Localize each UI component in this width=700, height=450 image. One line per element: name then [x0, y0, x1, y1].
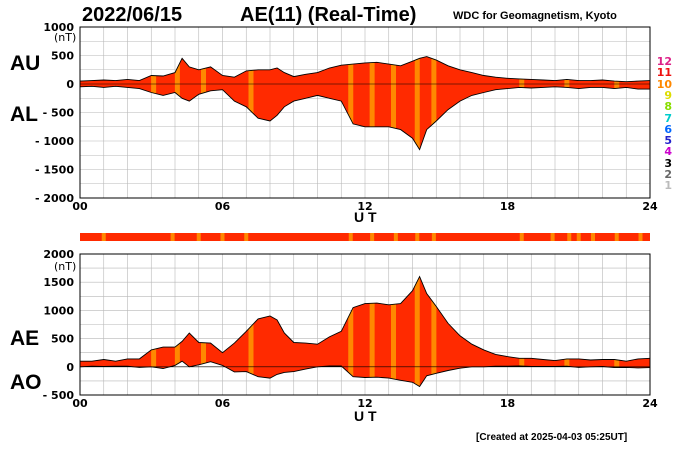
au-al-ytick: - 2000 — [35, 192, 74, 205]
ae-ao-xtick: 12 — [357, 397, 372, 410]
au-al-ytick: 500 — [51, 50, 74, 63]
ae-label: AE — [10, 327, 40, 350]
au-al-ytick: - 1000 — [35, 135, 74, 148]
legend-item-1: 1 — [664, 179, 672, 193]
coverage-tick-5 — [348, 233, 353, 241]
au-al-band-4 — [348, 56, 354, 150]
au-al-area-fill — [80, 56, 650, 150]
ae-ao-band-8 — [431, 276, 437, 387]
ae-ao-ytick: 2000 — [43, 248, 74, 261]
chart-title: AE(11) (Real-Time) — [240, 4, 417, 26]
ae-ao-ytick: 1500 — [43, 276, 74, 289]
ae-ao-ytick: 500 — [51, 333, 74, 346]
bottom-unit-label: (nT) — [54, 260, 77, 273]
coverage-tick-9 — [431, 233, 436, 241]
ae-ao-ytick: 0 — [66, 361, 74, 374]
au-al-series-AL — [79, 85, 650, 151]
au-al-series-AU — [79, 56, 651, 83]
legend-item-10: 10 — [656, 77, 672, 91]
coverage-tick-10 — [519, 233, 524, 241]
au-al-ytick: - 500 — [43, 107, 75, 120]
coverage-tick-1 — [170, 233, 175, 241]
legend-item-8: 8 — [664, 100, 672, 114]
coverage-tick-6 — [370, 233, 375, 241]
au-al-xtick: 12 — [357, 200, 372, 213]
ae-ao-series-AE — [80, 275, 651, 362]
ae-ao-band-6 — [391, 276, 396, 387]
coverage-tick-12 — [567, 233, 572, 241]
ae-ao-ytick: 1000 — [43, 304, 74, 317]
ae-ao-xtick: 18 — [500, 397, 515, 410]
top-xaxis-label: U T — [354, 209, 377, 225]
legend-item-2: 2 — [664, 168, 672, 181]
ae-ao-band-4 — [348, 276, 354, 387]
top-unit-label: (nT) — [54, 31, 77, 44]
ae-ao-area-fill — [80, 276, 650, 387]
au-al-xtick: 00 — [72, 200, 88, 213]
au-al-band-5 — [369, 56, 375, 150]
legend-item-11: 11 — [656, 66, 672, 80]
legend-item-3: 3 — [664, 156, 672, 170]
coverage-tick-7 — [393, 233, 398, 241]
coverage-tick-11 — [550, 233, 555, 241]
coverage-tick-15 — [614, 233, 619, 241]
legend-item-5: 5 — [664, 134, 672, 148]
coverage-tick-13 — [576, 233, 581, 241]
legend-item-4: 4 — [664, 145, 672, 159]
au-al-ytick: 1000 — [43, 21, 74, 34]
ae-ao-ytick: - 500 — [43, 389, 75, 402]
legend-item-7: 7 — [664, 111, 672, 125]
au-al-xtick: 24 — [642, 200, 658, 213]
chart-date: 2022/06/15 — [82, 4, 183, 26]
coverage-tick-3 — [220, 233, 225, 241]
ao-label: AO — [10, 371, 42, 394]
ae-ao-band-3 — [248, 276, 254, 387]
ae-ao-frame — [79, 253, 651, 396]
ae-ao-band-7 — [414, 276, 420, 387]
au-al-frame — [79, 26, 651, 199]
au-al-band-3 — [248, 56, 254, 150]
created-timestamp: [Created at 2025-04-03 05:25UT] — [476, 432, 628, 443]
legend-item-9: 9 — [664, 88, 672, 102]
ae-ao-xtick: 24 — [642, 397, 658, 410]
source-label: WDC for Geomagnetism, Kyoto — [453, 10, 617, 22]
au-al-band-6 — [391, 56, 396, 150]
au-al-ytick: - 1500 — [35, 164, 74, 177]
coverage-tick-16 — [638, 233, 643, 241]
coverage-tick-2 — [196, 233, 201, 241]
legend-item-12: 12 — [656, 55, 672, 68]
coverage-tick-4 — [244, 233, 249, 241]
legend-item-6: 6 — [664, 122, 672, 136]
au-label: AU — [10, 52, 41, 75]
al-label: AL — [10, 103, 38, 126]
au-al-ytick: 0 — [66, 78, 74, 91]
au-al-band-7 — [414, 56, 420, 150]
ae-ao-xtick: 06 — [215, 397, 231, 410]
au-al-xtick: 18 — [500, 200, 515, 213]
bottom-xaxis-label: U T — [354, 408, 377, 424]
coverage-tick-14 — [591, 233, 595, 241]
coverage-bar — [80, 233, 650, 241]
ae-ao-band-5 — [369, 276, 375, 387]
coverage-tick-0 — [101, 233, 106, 241]
coverage-tick-8 — [415, 233, 420, 241]
au-al-xtick: 06 — [215, 200, 231, 213]
ae-ao-xtick: 00 — [72, 397, 88, 410]
au-al-band-8 — [431, 56, 437, 150]
